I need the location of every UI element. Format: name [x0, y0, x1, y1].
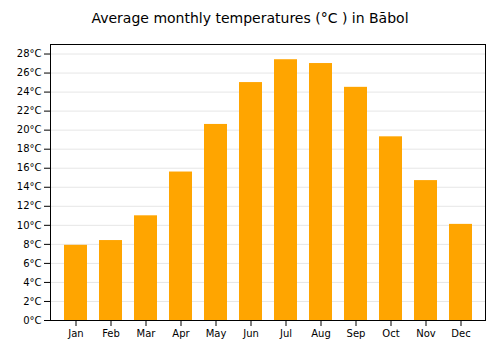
svg-text:16°C: 16°C — [17, 162, 42, 173]
svg-text:Jul: Jul — [279, 328, 292, 339]
svg-text:24°C: 24°C — [17, 86, 42, 97]
svg-text:20°C: 20°C — [17, 124, 42, 135]
svg-text:12°C: 12°C — [17, 200, 42, 211]
svg-text:2°C: 2°C — [23, 296, 41, 307]
svg-text:Oct: Oct — [382, 328, 399, 339]
svg-text:6°C: 6°C — [23, 258, 41, 269]
svg-text:10°C: 10°C — [17, 220, 42, 231]
svg-text:14°C: 14°C — [17, 181, 42, 192]
svg-text:Sep: Sep — [347, 328, 366, 339]
svg-text:26°C: 26°C — [17, 67, 42, 78]
svg-text:8°C: 8°C — [23, 239, 41, 250]
svg-text:Jun: Jun — [242, 328, 259, 339]
svg-text:Apr: Apr — [172, 328, 190, 339]
svg-text:Dec: Dec — [451, 328, 470, 339]
svg-text:Aug: Aug — [311, 328, 331, 339]
svg-text:Jan: Jan — [67, 328, 83, 339]
svg-text:18°C: 18°C — [17, 143, 42, 154]
svg-text:22°C: 22°C — [17, 105, 42, 116]
svg-text:Nov: Nov — [416, 328, 436, 339]
svg-text:4°C: 4°C — [23, 277, 41, 288]
svg-text:May: May — [206, 328, 227, 339]
svg-text:Feb: Feb — [102, 328, 120, 339]
svg-text:28°C: 28°C — [17, 48, 42, 59]
svg-text:0°C: 0°C — [23, 315, 41, 326]
html-text:Average monthly temperatures (: Average monthly temperatures (°C ) in Bā… — [91, 10, 409, 26]
svg-text:Mar: Mar — [137, 328, 157, 339]
